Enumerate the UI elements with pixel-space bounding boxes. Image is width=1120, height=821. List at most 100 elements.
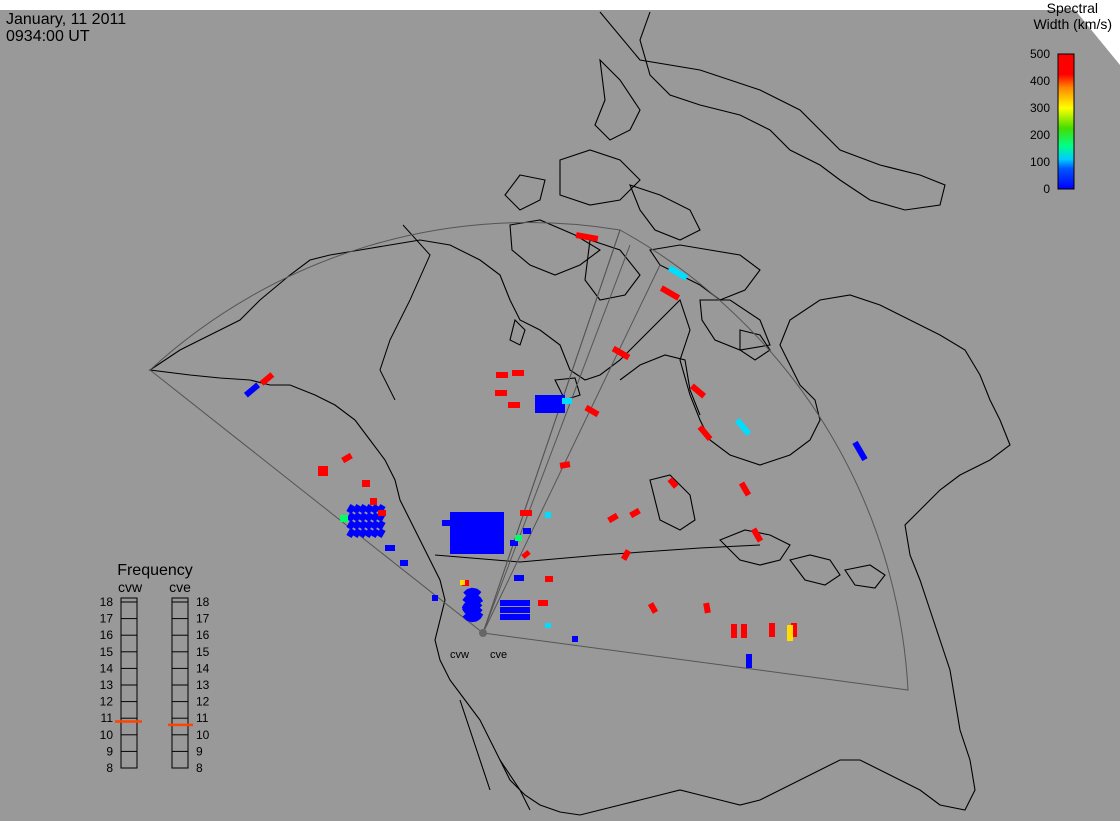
radar-return-cell [667, 477, 679, 489]
time-label: 0934:00 UT [6, 28, 90, 45]
radar-return-cell [378, 510, 386, 516]
radar-return-cell [480, 533, 486, 540]
radar-return-cell [486, 512, 492, 519]
frequency-tick-label: 18 [100, 595, 114, 609]
radar-return-cell [364, 512, 374, 522]
colorbar-gradient [1057, 53, 1075, 190]
radar-return-cell [468, 547, 474, 554]
radar-return-cell [432, 595, 438, 601]
radar-return-cell [474, 547, 480, 554]
radar-return-cell [346, 512, 356, 522]
radar-return-cell [358, 504, 368, 514]
radar-return-cell [506, 614, 512, 620]
radar-return-cell [480, 540, 486, 547]
frequency-tick-label: 17 [100, 612, 114, 626]
radar-returns [243, 232, 868, 668]
radar-return-cell [346, 504, 356, 514]
radar-return-cell [346, 528, 356, 538]
frequency-tick-label: 10 [100, 728, 114, 742]
colorbar-title-line1: Spectral [1047, 0, 1098, 16]
radar-return-cell [462, 533, 468, 540]
radar-return-cell [492, 533, 498, 540]
radar-return-cell [352, 504, 362, 514]
radar-sites: cvw cve [450, 629, 507, 661]
radar-return-cell [492, 526, 498, 533]
frequency-tick-label: 9 [196, 744, 203, 758]
colorbar-tick-label: 400 [1030, 74, 1050, 88]
radar-return-cell [474, 540, 480, 547]
radar-return-cell [352, 528, 362, 538]
radar-return-cell [463, 588, 482, 610]
radar-return-cell [400, 560, 408, 566]
radar-return-cell [450, 540, 456, 547]
radar-return-cell [474, 533, 480, 540]
frequency-tick-label: 17 [196, 612, 210, 626]
radar-label-cve: cve [490, 649, 507, 661]
radar-return-cell [352, 512, 362, 522]
radar-return-cell [498, 512, 504, 519]
boundaries [379, 224, 761, 563]
frequency-panel: Frequency cvw cve 18 18 17 17 16 16 15 15 14 14 13… [100, 562, 210, 775]
radar-return-cell [518, 600, 524, 606]
radar-return-cell [462, 526, 468, 533]
radar-return-cell [462, 580, 469, 586]
radar-return-cell [370, 512, 380, 522]
radar-return-cell [521, 550, 531, 559]
frequency-tick-label: 12 [196, 695, 210, 709]
radar-return-cell [474, 512, 480, 519]
radar-return-cell [508, 402, 520, 408]
radar-return-cell [535, 401, 541, 407]
radar-return-cell [510, 540, 518, 546]
radar-return-cell [541, 401, 547, 407]
radar-return-cell [358, 528, 368, 538]
colorbar-ticks: 500 400 300 200 100 0 [1030, 47, 1050, 196]
radar-return-cell [468, 540, 474, 547]
coastlines [148, 11, 1011, 816]
radar-return-cell [535, 407, 541, 413]
radar-return-cell [535, 395, 541, 401]
radar-return-cell [547, 395, 553, 401]
frequency-tick-label: 8 [196, 761, 203, 775]
cve-fov [482, 229, 909, 691]
radar-return-cell [495, 390, 507, 396]
radar-return-cell [787, 625, 793, 641]
radar-return-cell [545, 576, 553, 582]
radar-return-cell [341, 452, 353, 464]
radar-return-cell [450, 547, 456, 554]
radar-return-cell [506, 607, 512, 613]
radar-return-cell [376, 520, 386, 530]
frequency-tick-label: 9 [106, 744, 113, 758]
radar-return-cell [486, 533, 492, 540]
radar-return-cell [468, 526, 474, 533]
radar-return-cell [697, 424, 713, 442]
radar-return-cell [547, 407, 553, 413]
radar-return-cell [741, 624, 747, 638]
frequency-tick-label: 16 [100, 628, 114, 642]
radar-return-cell [512, 614, 518, 620]
radar-fov [149, 222, 909, 691]
colorbar-tick-label: 300 [1030, 101, 1050, 115]
radar-return-cell [474, 519, 480, 526]
radar-return-cell [545, 623, 551, 628]
us-canada-border [434, 544, 761, 563]
frequency-tick-label: 15 [100, 645, 114, 659]
frequency-title: Frequency [117, 562, 193, 579]
radar-return-cell [562, 398, 572, 404]
radar-return-cell [474, 526, 480, 533]
frequency-tick-label: 11 [101, 711, 114, 725]
radar-return-cell [492, 547, 498, 554]
radar-return-cell [370, 504, 380, 514]
date-label: January, 11 2011 [6, 11, 126, 28]
radar-return-cell [442, 520, 450, 526]
radar-return-cell [545, 512, 551, 518]
radar-return-cell [512, 370, 524, 376]
radar-return-cell [647, 602, 659, 614]
radar-return-cell [498, 526, 504, 533]
radar-return-cell [456, 526, 462, 533]
frequency-tick-label: 13 [196, 678, 210, 692]
radar-return-cell [385, 545, 395, 551]
frequency-ticks: 18 18 17 17 16 16 15 15 14 14 13 13 12 12 11 11 10 10 9 9 8 8 [100, 595, 210, 775]
colorbar-tick-label: 0 [1043, 182, 1050, 196]
